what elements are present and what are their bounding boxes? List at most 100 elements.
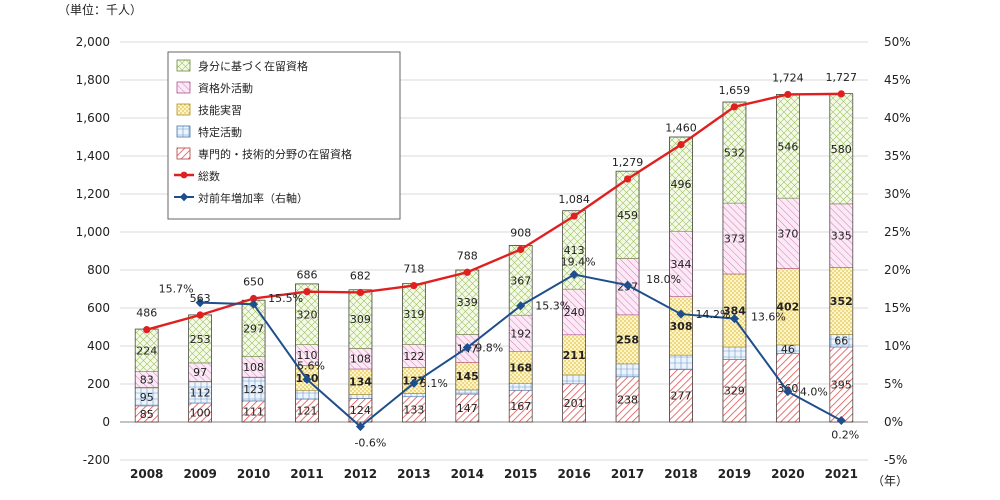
segment-value-label: 121 [297,405,318,418]
total-point [463,268,471,276]
total-point [517,245,525,254]
y-tick-label: 1,000 [76,225,110,239]
segment-value-label: 122 [403,350,424,363]
bar-segment [562,374,586,385]
bar-segment [722,346,747,360]
y2-tick-label: 15% [884,301,911,315]
legend-label: 身分に基づく在留資格 [198,59,308,73]
legend-marker [180,171,188,179]
x-tick-label: 2013 [397,467,430,481]
rate-value-label: 5.6% [297,359,325,372]
total-point [784,90,792,99]
rate-value-label: -0.6% [354,437,386,450]
x-tick-label: 2011 [290,467,323,481]
y2-tick-label: 5% [884,377,903,391]
bar-segment [669,354,693,370]
segment-value-label: 308 [670,320,693,333]
segment-value-label: 370 [777,227,798,240]
total-value-label: 788 [457,249,478,262]
segment-value-label: 309 [350,313,371,326]
y2-tick-label: 20% [884,263,911,277]
y2-tick-label: 35% [884,149,911,163]
rate-value-label: 14.2% [696,308,731,321]
y2-tick-label: 30% [884,187,911,201]
segment-value-label: 329 [724,385,745,398]
total-value-label: 1,279 [612,156,644,169]
segment-value-label: 100 [190,407,211,420]
segment-value-label: 147 [457,402,478,415]
total-point [623,175,632,183]
segment-value-label: 167 [510,400,531,413]
legend-label: 対前年増加率（右軸） [198,191,308,205]
total-point [677,141,685,149]
y2-tick-label: 0% [884,415,903,429]
total-value-label: 563 [190,292,211,305]
segment-value-label: 95 [140,391,154,404]
segment-value-label: 145 [456,370,479,383]
segment-value-label: 134 [349,376,372,389]
legend-label: 技能実習 [198,103,242,117]
segment-value-label: 277 [671,390,692,403]
bar-outline [508,245,533,423]
total-value-label: 1,724 [772,71,804,84]
x-tick-label: 2012 [344,467,377,481]
segment-value-label: 258 [616,333,639,346]
total-value-label: 1,460 [665,122,697,135]
total-point [837,90,845,98]
total-value-label: 686 [297,269,318,282]
legend-label: 総数 [198,169,220,183]
rate-point [783,387,793,397]
y2-tick-label: 10% [884,339,911,353]
bar-segment [348,394,373,399]
axes: -200 0 200 400 600 800 1,000 1,200 1,400 1,600 1,8… [76,35,911,481]
lines [143,90,846,432]
segment-value-label: 111 [243,405,264,418]
segment-value-label: 192 [510,327,531,340]
total-point [410,281,418,290]
y2-tick-label: 25% [884,225,911,239]
x-tick-label: 2015 [504,467,537,481]
segment-value-label: 123 [243,383,264,396]
x-tick-label: 2009 [183,467,216,481]
bar-outline [669,136,693,423]
legend-swatch [176,59,191,72]
segment-value-label: 83 [140,374,154,387]
total-value-label: 908 [510,226,531,239]
x-tick-label: 2016 [557,467,590,481]
segment-value-label: 224 [136,344,157,357]
segment-value-label: 367 [510,274,531,287]
total-point [196,311,204,319]
bar-outline [295,283,319,423]
total-line [146,92,842,331]
bar-segment [402,393,426,398]
segment-value-label: 124 [350,404,371,417]
segment-value-label: 238 [617,393,638,406]
y-tick-label: 400 [87,339,110,353]
segment-value-label: 297 [243,322,264,335]
y2-tick-label: -5% [884,453,907,467]
bar-segment [615,363,640,378]
segment-value-label: 413 [564,244,585,257]
legend-label: 資格外活動 [198,81,253,95]
rate-point [195,298,205,308]
segment-value-label: 97 [193,366,207,379]
bar-outline [562,210,586,423]
segment-value-label: 320 [297,308,318,321]
y-tick-label: 600 [87,301,110,315]
x-tick-label: 2021 [825,467,858,481]
bar-segment [508,383,533,391]
x-tick-label: 2020 [771,467,804,481]
bar-outline [722,101,747,423]
y-tick-label: 200 [87,377,110,391]
rate-value-label: 19.4% [561,256,596,269]
x-unit-label: （年） [872,474,908,488]
legend-swatch [176,147,191,160]
x-tick-label: 2019 [718,467,751,481]
segment-value-label: 211 [563,349,586,362]
segment-value-label: 66 [834,335,848,348]
total-point [303,288,311,296]
total-value-label: 650 [243,276,264,289]
total-point [570,212,578,220]
legend-box [167,51,401,220]
